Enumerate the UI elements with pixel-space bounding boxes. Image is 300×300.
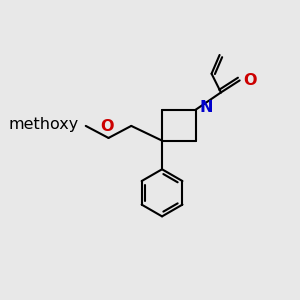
Text: methoxy: methoxy: [9, 117, 79, 132]
Text: O: O: [243, 73, 256, 88]
Text: N: N: [200, 100, 213, 115]
Text: O: O: [100, 119, 114, 134]
